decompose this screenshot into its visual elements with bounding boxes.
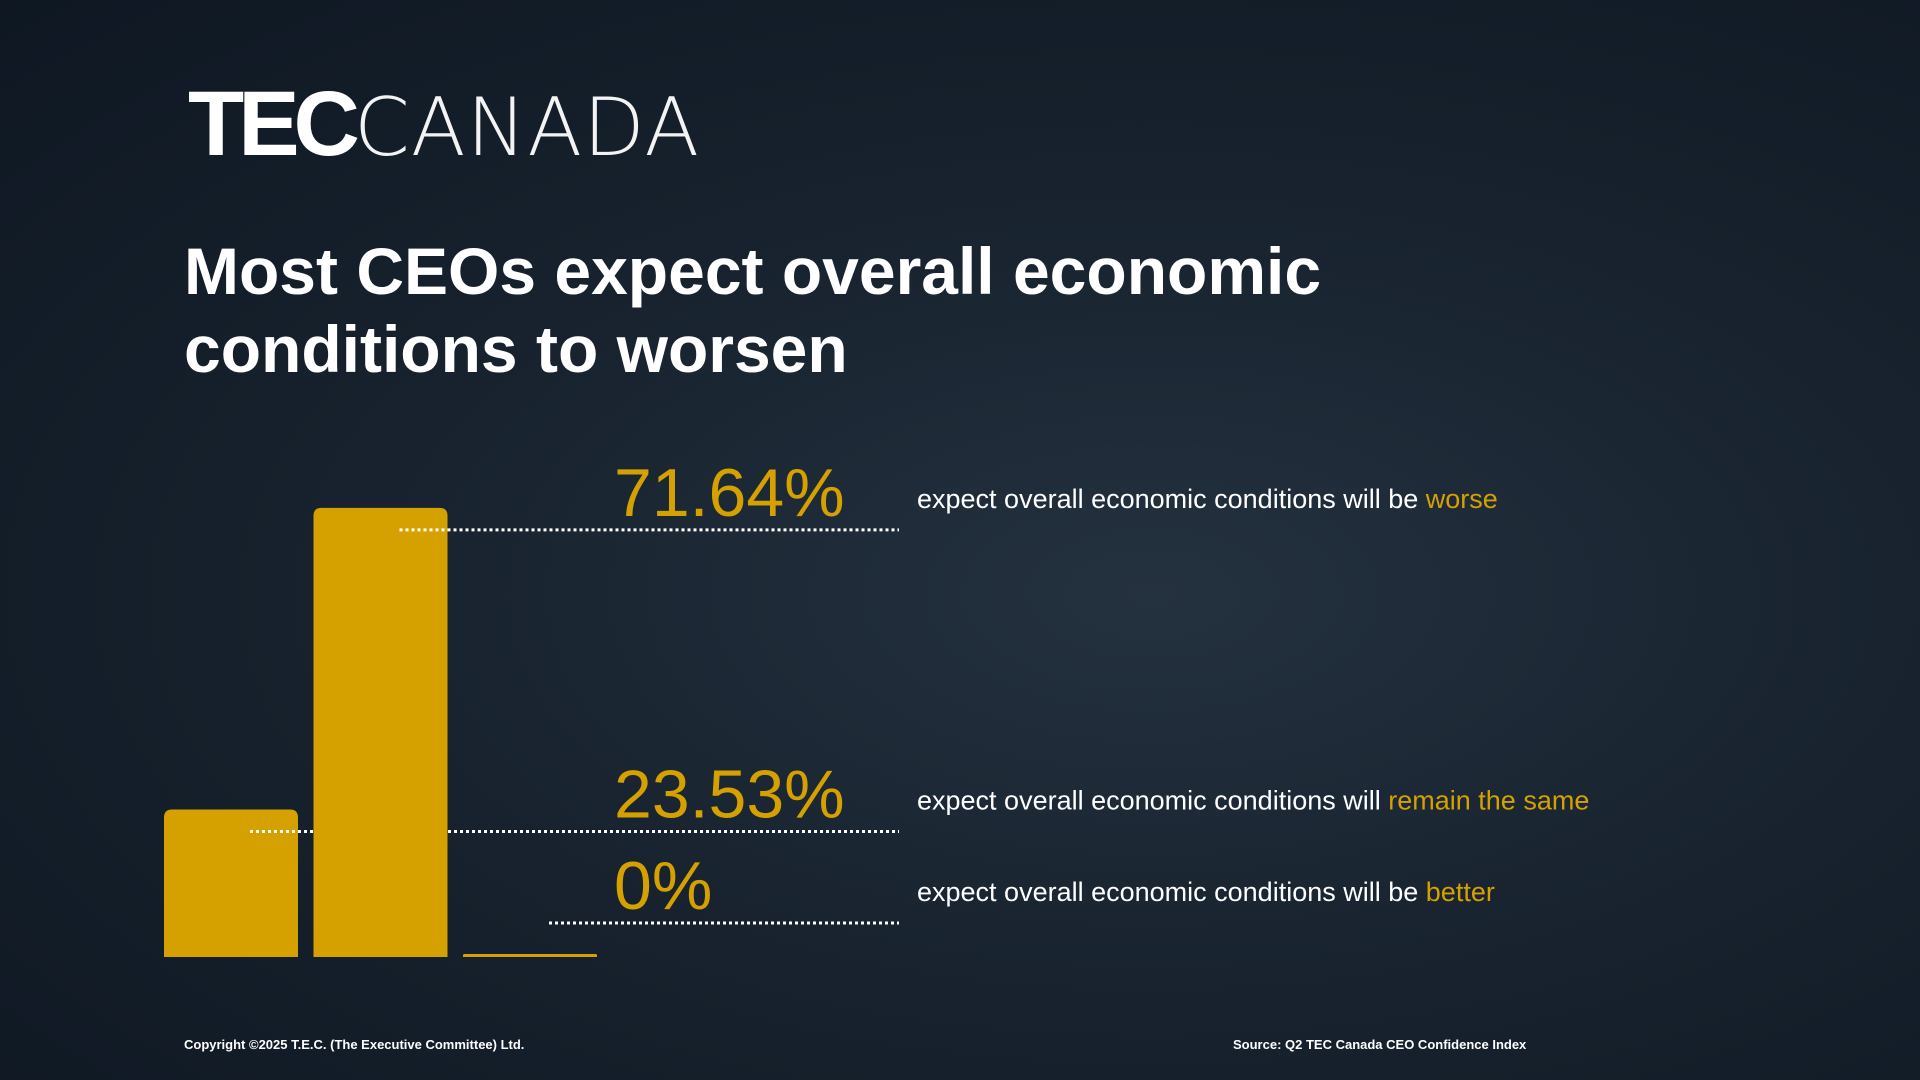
copyright: Copyright ©2025 T.E.C. (The Executive Co… xyxy=(184,1037,525,1052)
bar xyxy=(463,954,597,957)
source: Source: Q2 TEC Canada CEO Confidence Ind… xyxy=(1233,1037,1527,1052)
logo-bold: TEC xyxy=(188,73,360,175)
category-highlight: better xyxy=(1426,877,1495,907)
value-label: 71.64% xyxy=(614,455,845,531)
category-highlight: remain the same xyxy=(1388,785,1589,815)
category-prefix: expect overall economic conditions will … xyxy=(917,484,1418,514)
value-label: 23.53% xyxy=(614,756,845,832)
logo: TECCANADA xyxy=(188,78,700,170)
category-prefix: expect overall economic conditions will … xyxy=(917,877,1418,907)
category-label: expect overall economic conditions will … xyxy=(917,484,1498,514)
logo-light: CANADA xyxy=(354,81,701,174)
bar xyxy=(164,809,298,957)
category-prefix: expect overall economic conditions will xyxy=(917,785,1381,815)
category-highlight: worse xyxy=(1425,484,1498,514)
value-label: 0% xyxy=(614,848,712,924)
chart-title: Most CEOs expect overall economic condit… xyxy=(184,234,1322,386)
category-label: expect overall economic conditions will … xyxy=(917,877,1495,907)
category-label: expect overall economic conditions will … xyxy=(917,785,1589,815)
bar xyxy=(313,507,448,957)
